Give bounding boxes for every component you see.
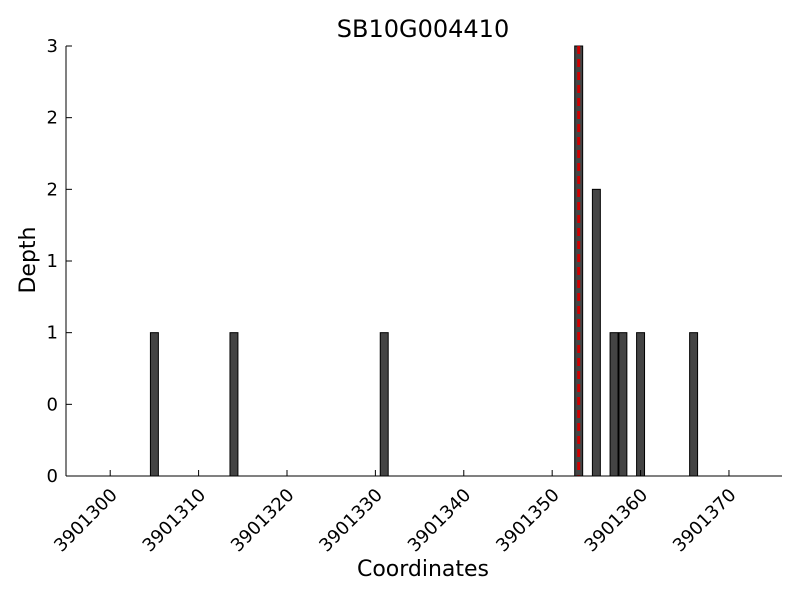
bar-1 <box>229 332 239 477</box>
bar-5 <box>609 332 619 477</box>
x-tick-label-4: 3901340 <box>404 485 476 557</box>
x-tick-label-7: 3901370 <box>669 485 741 557</box>
x-tick-label-5: 3901350 <box>492 485 564 557</box>
y-tick-label-5: 2 <box>47 108 58 129</box>
y-axis-label: Depth <box>16 226 41 293</box>
y-tick-label-6: 3 <box>47 36 58 57</box>
bar-8 <box>689 332 699 477</box>
bar-4 <box>591 188 601 477</box>
bar-7 <box>636 332 646 477</box>
y-tick-label-3: 1 <box>47 251 58 272</box>
y-tick-label-1: 0 <box>47 394 58 415</box>
x-tick-label-2: 3901320 <box>227 485 299 557</box>
y-tick-label-2: 1 <box>47 323 58 344</box>
bar-6 <box>618 332 628 477</box>
x-axis-label: Coordinates <box>357 557 489 582</box>
chart-title: SB10G004410 <box>337 15 509 43</box>
y-tick-label-0: 0 <box>47 466 58 487</box>
x-tick-label-3: 3901330 <box>315 485 387 557</box>
bar-2 <box>379 332 389 477</box>
x-tick-label-6: 3901360 <box>581 485 653 557</box>
x-tick-label-1: 3901310 <box>139 485 211 557</box>
bar-0 <box>149 332 159 477</box>
x-tick-label-0: 3901300 <box>50 485 122 557</box>
y-tick-label-4: 2 <box>47 179 58 200</box>
